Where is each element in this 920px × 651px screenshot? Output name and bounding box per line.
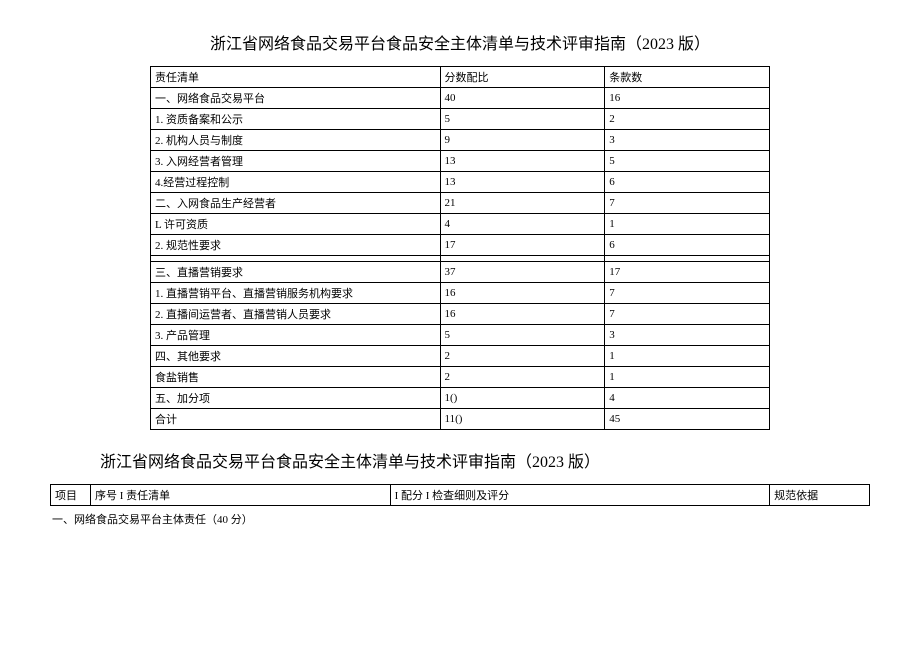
table-row: 2. 直播间运营者、直播营销人员要求167 [151, 304, 770, 325]
table-row: 1. 直播营销平台、直播营销服务机构要求167 [151, 283, 770, 304]
cell-score: 16 [440, 283, 605, 304]
cell-count: 4 [605, 388, 770, 409]
cell-count: 3 [605, 130, 770, 151]
table-row: 1. 资质备案和公示52 [151, 109, 770, 130]
table-row: 2. 规范性要求176 [151, 235, 770, 256]
cell-count: 3 [605, 325, 770, 346]
cell-count: 5 [605, 151, 770, 172]
cell-duty: 1. 资质备案和公示 [151, 109, 441, 130]
table-row: 项目 序号 I 责任清单 I 配分 I 检查细则及评分 规范依据 [51, 485, 870, 506]
cell-duty: 四、其他要求 [151, 346, 441, 367]
cell-count: 16 [605, 88, 770, 109]
cell-score: 2 [440, 367, 605, 388]
table-row: 一、网络食品交易平台4016 [151, 88, 770, 109]
table-row: 合计11()45 [151, 409, 770, 430]
cell-score: 2 [440, 346, 605, 367]
cell-duty: 食盐销售 [151, 367, 441, 388]
cell-duty: 一、网络食品交易平台 [151, 88, 441, 109]
cell-score: 1() [440, 388, 605, 409]
section-footer: 一、网络食品交易平台主体责任（40 分） [50, 508, 870, 530]
table-row: L 许可资质41 [151, 214, 770, 235]
cell-count: 45 [605, 409, 770, 430]
cell-count: 1 [605, 367, 770, 388]
table-row: 2. 机构人员与制度93 [151, 130, 770, 151]
header-duty: 责任清单 [151, 67, 441, 88]
cell-duty: 合计 [151, 409, 441, 430]
table-row: 五、加分项1()4 [151, 388, 770, 409]
cell-duty: 2. 直播间运营者、直播营销人员要求 [151, 304, 441, 325]
table-row: 4.经营过程控制136 [151, 172, 770, 193]
cell-score: 16 [440, 304, 605, 325]
cell-duty: 五、加分项 [151, 388, 441, 409]
cell-duty: 4.经营过程控制 [151, 172, 441, 193]
table-row: 食盐销售21 [151, 367, 770, 388]
main-title: 浙江省网络食品交易平台食品安全主体清单与技术评审指南（2023 版） [50, 30, 870, 54]
col-basis: 规范依据 [770, 485, 870, 506]
detail-header-table: 项目 序号 I 责任清单 I 配分 I 检查细则及评分 规范依据 [50, 484, 870, 506]
col-index-duty: 序号 I 责任清单 [90, 485, 390, 506]
cell-score: 13 [440, 151, 605, 172]
cell-count: 7 [605, 304, 770, 325]
table-row: 责任清单分数配比条款数 [151, 67, 770, 88]
cell-count: 7 [605, 193, 770, 214]
cell-score: 9 [440, 130, 605, 151]
cell-count: 1 [605, 214, 770, 235]
header-score: 分数配比 [440, 67, 605, 88]
cell-score: 11() [440, 409, 605, 430]
cell-count: 1 [605, 346, 770, 367]
cell-score: 13 [440, 172, 605, 193]
cell-count: 2 [605, 109, 770, 130]
cell-duty: 2. 机构人员与制度 [151, 130, 441, 151]
table-row: 二、入网食品生产经营者217 [151, 193, 770, 214]
cell-duty: 二、入网食品生产经营者 [151, 193, 441, 214]
col-score-rules: I 配分 I 检查细则及评分 [390, 485, 770, 506]
cell-duty: 3. 产品管理 [151, 325, 441, 346]
cell-score: 4 [440, 214, 605, 235]
cell-duty: 1. 直播营销平台、直播营销服务机构要求 [151, 283, 441, 304]
header-count: 条款数 [605, 67, 770, 88]
cell-duty: 2. 规范性要求 [151, 235, 441, 256]
cell-duty: L 许可资质 [151, 214, 441, 235]
cell-score: 5 [440, 109, 605, 130]
cell-score: 40 [440, 88, 605, 109]
cell-count: 17 [605, 262, 770, 283]
summary-table: 责任清单分数配比条款数一、网络食品交易平台40161. 资质备案和公示522. … [150, 66, 770, 430]
cell-count: 6 [605, 172, 770, 193]
cell-duty: 三、直播营销要求 [151, 262, 441, 283]
cell-duty: 3. 入网经营者管理 [151, 151, 441, 172]
cell-score: 17 [440, 235, 605, 256]
table-row: 3. 入网经营者管理135 [151, 151, 770, 172]
cell-score: 5 [440, 325, 605, 346]
sub-title: 浙江省网络食品交易平台食品安全主体清单与技术评审指南（2023 版） [100, 448, 870, 472]
table-row: 三、直播营销要求3717 [151, 262, 770, 283]
col-project: 项目 [51, 485, 91, 506]
cell-count: 7 [605, 283, 770, 304]
table-row: 3. 产品管理53 [151, 325, 770, 346]
table-row: 四、其他要求21 [151, 346, 770, 367]
cell-score: 21 [440, 193, 605, 214]
cell-count: 6 [605, 235, 770, 256]
cell-score: 37 [440, 262, 605, 283]
